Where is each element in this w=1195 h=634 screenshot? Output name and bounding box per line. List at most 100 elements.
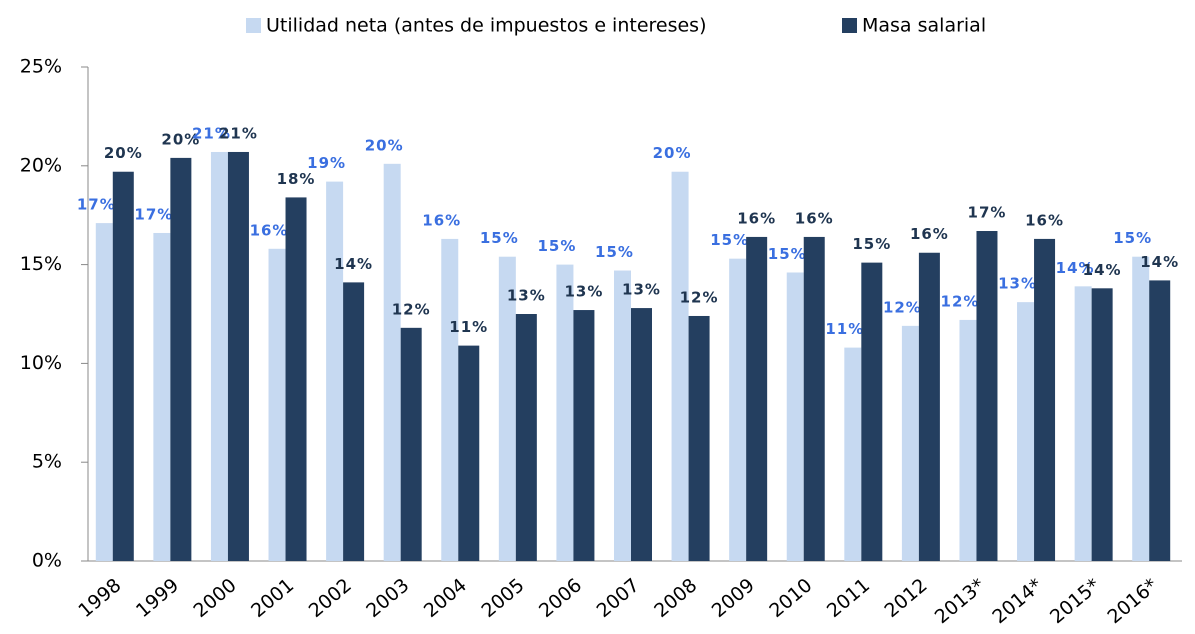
bar [1149, 280, 1171, 561]
x-tick-label: 2007 [593, 574, 644, 622]
value-label: 12% [392, 300, 431, 318]
bar [959, 319, 977, 561]
bar [1091, 288, 1113, 561]
x-tick-label: 2011 [823, 574, 874, 622]
bar [441, 238, 459, 562]
bar [614, 270, 631, 561]
value-label: 17% [134, 205, 173, 223]
value-label: 15% [1113, 229, 1152, 247]
bar [1017, 302, 1035, 561]
bar [861, 262, 883, 561]
bar [383, 163, 401, 561]
x-tick-label: 2002 [305, 574, 356, 622]
bar [498, 256, 516, 561]
x-tick-label: 2004 [420, 574, 471, 622]
value-label: 16% [422, 211, 461, 229]
y-tick-label: 10% [20, 352, 62, 374]
bar [95, 223, 113, 561]
bar [515, 314, 537, 561]
bar [901, 325, 919, 561]
bar [918, 252, 940, 561]
bar [458, 345, 480, 561]
value-label: 15% [595, 243, 634, 261]
bar [671, 171, 689, 561]
bar [844, 347, 862, 561]
x-tick-label: 2013* [931, 574, 989, 628]
value-label: 19% [307, 154, 346, 172]
value-label: 14% [1140, 253, 1179, 271]
x-tick-label: 2009 [708, 574, 759, 622]
bar [285, 197, 307, 561]
value-label: 13% [622, 281, 661, 299]
bar [326, 181, 344, 561]
value-label: 15% [768, 245, 807, 263]
value-label: 16% [250, 221, 289, 239]
bar [170, 157, 192, 561]
value-label: 17% [77, 196, 116, 214]
bar [786, 272, 804, 561]
bar [227, 151, 249, 561]
y-tick-label: 0% [32, 550, 62, 572]
x-tick-label: 1998 [74, 574, 125, 622]
y-tick-label: 15% [20, 253, 62, 275]
x-tick-label: 2008 [650, 574, 701, 622]
value-label: 21% [219, 124, 258, 142]
value-label: 16% [910, 225, 949, 243]
x-tick-label: 2005 [477, 574, 528, 622]
bar [746, 236, 768, 561]
legend-label: Masa salarial [862, 15, 986, 37]
value-label: 12% [883, 298, 922, 316]
value-label: 20% [161, 130, 200, 148]
x-tick-label: 2016* [1103, 574, 1161, 628]
value-label: 13% [507, 287, 546, 305]
value-label: 17% [968, 204, 1007, 222]
value-label: 18% [277, 170, 316, 188]
x-tick-label: 2014* [988, 574, 1046, 628]
bar [268, 248, 286, 562]
value-label: 20% [365, 136, 404, 154]
value-label: 11% [825, 320, 864, 338]
bar [153, 232, 171, 561]
value-label: 16% [737, 209, 776, 227]
bar [976, 231, 998, 561]
legend-swatch [842, 18, 857, 33]
legend-swatch [246, 18, 261, 33]
bar [1074, 286, 1092, 561]
bar [400, 327, 422, 561]
value-label: 20% [653, 144, 692, 162]
x-tick-label: 2010 [765, 574, 816, 622]
bar [729, 258, 747, 561]
value-label: 15% [537, 237, 576, 255]
bar [556, 264, 574, 561]
value-label: 13% [998, 275, 1037, 293]
bar [210, 151, 228, 561]
legend-label: Utilidad neta (antes de impuestos e inte… [266, 15, 707, 37]
value-label: 15% [710, 231, 749, 249]
value-label: 13% [564, 283, 603, 301]
value-label: 15% [852, 235, 891, 253]
bar [1132, 256, 1150, 561]
y-tick-label: 25% [20, 56, 62, 78]
value-label: 16% [1025, 211, 1064, 229]
bar [573, 310, 595, 561]
value-label: 11% [449, 318, 488, 336]
x-tick-label: 2003 [362, 574, 413, 622]
bar [1034, 238, 1056, 562]
value-label: 16% [795, 209, 834, 227]
value-label: 12% [941, 292, 980, 310]
value-label: 21% [192, 124, 231, 142]
y-tick-label: 20% [20, 154, 62, 176]
value-label: 14% [1083, 261, 1122, 279]
x-tick-label: 1999 [132, 574, 183, 622]
x-tick-label: 2015* [1046, 574, 1104, 628]
value-label: 20% [104, 144, 143, 162]
bar [803, 236, 825, 561]
x-tick-label: 2006 [535, 574, 586, 622]
y-tick-label: 5% [32, 451, 62, 473]
value-label: 14% [334, 255, 373, 273]
x-tick-label: 2012 [880, 574, 931, 622]
value-label: 15% [480, 229, 519, 247]
x-tick-label: 2000 [190, 574, 241, 622]
value-label: 14% [1056, 259, 1095, 277]
